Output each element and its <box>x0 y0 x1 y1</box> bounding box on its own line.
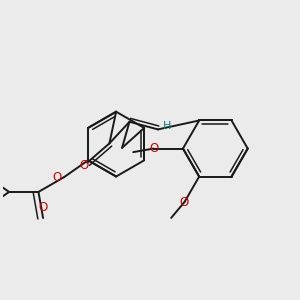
Text: O: O <box>149 142 158 155</box>
Text: O: O <box>180 196 189 208</box>
Text: O: O <box>79 159 88 172</box>
Text: O: O <box>38 201 48 214</box>
Text: O: O <box>53 171 62 184</box>
Text: H: H <box>163 121 172 131</box>
